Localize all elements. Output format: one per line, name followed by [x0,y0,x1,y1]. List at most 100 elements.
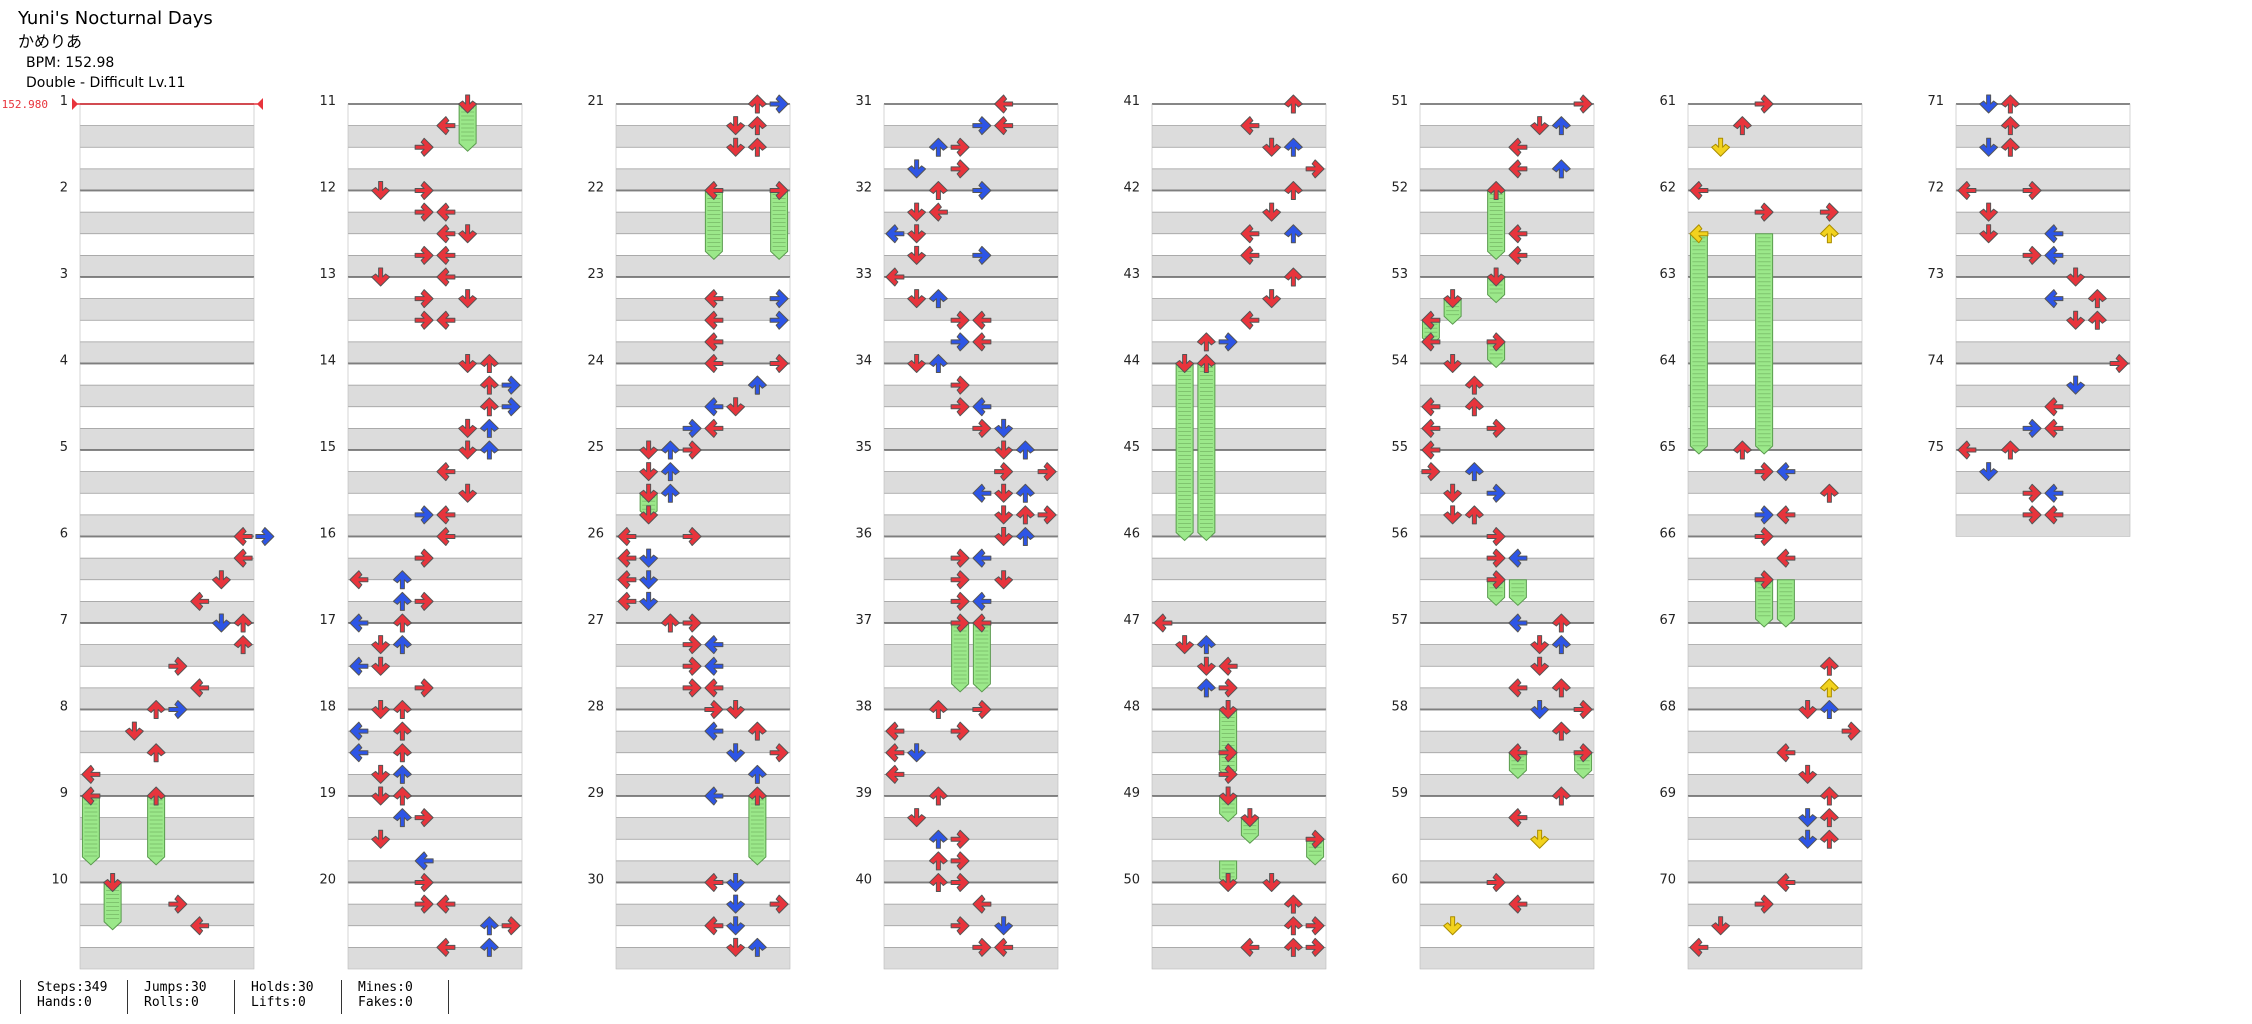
bpm-marker-end [257,98,263,110]
arrow-note-shape [1798,829,1818,849]
beat-band [348,471,522,494]
arrow-note-shape [994,418,1014,438]
arrow-note-shape [1443,289,1463,309]
arrow-note-shape [1421,332,1441,352]
arrow-note [928,202,948,222]
beat-band [616,687,790,710]
beat-band [1956,168,2130,191]
arrow-note-shape [1819,678,1839,698]
arrow-note-shape [371,635,391,655]
arrow-note [1979,202,1999,222]
beat-band [348,514,522,537]
arrow-note [479,354,499,373]
measure: 51 [1391,94,1595,191]
arrow-note [704,354,724,373]
arrow-note-shape [1776,505,1796,525]
arrow-note-shape [479,916,499,936]
arrow-note [994,462,1014,482]
arrow-note [436,267,456,287]
arrow-note-shape [747,786,767,806]
arrow-note-shape [1979,137,1999,157]
arrow-note-shape [349,743,369,763]
arrow-note-shape [1551,721,1571,741]
arrow-note-shape [639,548,659,568]
stat-value: Holds:30 [251,980,314,995]
arrow-note [1508,894,1528,914]
arrow-note [1754,462,1774,482]
arrow-note [1037,505,1057,525]
measure: 65 [1659,440,1863,537]
measure: 20 [319,873,523,970]
arrow-note [414,808,434,828]
arrow-note-shape [726,137,746,157]
arrow-note-shape [371,786,391,806]
arrow-note-shape [1711,137,1731,157]
arrow-note [682,527,702,546]
arrow-note [1015,440,1035,460]
arrow-note-shape [436,462,456,482]
arrow-note-shape [255,527,275,546]
arrow-note-shape [907,743,927,763]
arrow-note-shape [907,808,927,828]
arrow-note-shape [1015,505,1035,525]
arrow-note-shape [1240,808,1260,828]
arrow-note [950,851,970,871]
arrow-note-shape [2044,505,2064,525]
arrow-note-shape [726,397,746,417]
measure: 69 [1659,786,1863,883]
arrow-note [1305,937,1325,957]
measure-number: 6 [60,527,68,542]
arrow-note [414,678,434,698]
beat-band [1688,514,1862,537]
beat-band [616,601,790,623]
beat-band [1956,341,2130,364]
arrow-note [617,591,637,611]
arrow-note-shape [414,289,434,309]
arrow-note-shape [2044,397,2064,417]
arrow-note [414,851,434,871]
arrow-note [1421,332,1441,352]
arrow-note [124,721,144,741]
hold-note [1487,190,1506,261]
measure-number: 19 [319,786,336,801]
arrow-note-shape [682,678,702,698]
measure-number: 36 [855,527,872,542]
measure-number: 31 [855,94,872,109]
bpm-label: BPM: 152.98 [26,55,115,71]
arrow-note-shape [211,570,231,590]
arrow-note [1464,505,1484,525]
arrow-note [392,764,412,784]
beat-band [1152,385,1326,407]
arrow-note-shape [436,116,456,136]
arrow-note [769,743,789,763]
hold-body [972,622,991,693]
arrow-note [704,700,724,719]
arrow-note-shape [747,116,767,136]
beat-band [1688,644,1862,667]
arrow-note-shape [1218,764,1238,784]
arrow-note-shape [1421,440,1441,460]
arrow-note-shape [1819,224,1839,244]
arrow-note-shape [501,375,521,395]
arrow-note [1240,310,1260,330]
arrow-note-shape [726,937,746,957]
measure: 32 [855,181,1059,278]
arrow-note-shape [639,440,659,460]
arrow-note [458,94,478,114]
beat-band [80,255,254,277]
stat-value: Steps:349 [37,980,108,995]
arrow-note [1530,829,1550,849]
arrow-note-shape [1508,548,1528,568]
measure-number: 3 [60,267,68,282]
arrow-note [994,916,1014,936]
arrow-note [1508,548,1528,568]
arrow-note-shape [704,635,724,655]
arrow-note [928,137,948,157]
arrow-note-shape [1443,354,1463,373]
arrow-note-shape [1421,418,1441,438]
arrow-note-shape [1732,116,1752,136]
arrow-note [1218,743,1238,763]
arrow-note [2022,418,2042,438]
arrow-note-shape [233,548,253,568]
